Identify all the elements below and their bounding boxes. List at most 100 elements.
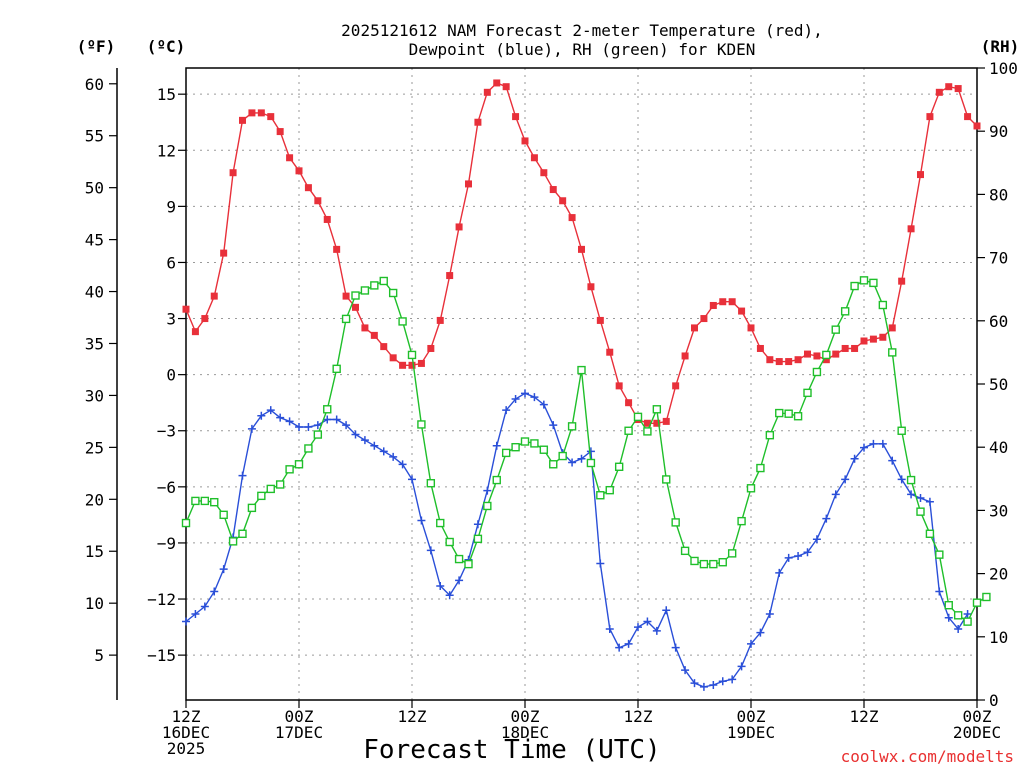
rh-tick-label: 90 [989, 122, 1008, 141]
rh-tick-label: 20 [989, 565, 1008, 584]
rh-point [718, 558, 727, 567]
2-meter-temperature-point [596, 316, 604, 324]
rh-point [746, 484, 756, 493]
rh-point [398, 317, 407, 326]
2-meter-temperature-point [408, 361, 416, 369]
rh-point [360, 286, 370, 295]
dewpoint-point [323, 415, 332, 424]
dewpoint-point [492, 441, 501, 450]
dewpoint-point [963, 609, 972, 618]
rh-point [341, 314, 351, 324]
celsius-tick-label: −9 [157, 534, 176, 553]
dewpoint-point [511, 394, 520, 403]
2-meter-temperature-point [822, 356, 830, 364]
2-meter-temperature-point [653, 419, 661, 427]
dewpoint-point [888, 456, 897, 465]
rh-point [840, 307, 850, 316]
rh-point [784, 409, 793, 418]
fahrenheit-tick-label: 55 [85, 127, 104, 146]
dewpoint-point [709, 681, 718, 690]
dewpoint-point [831, 490, 840, 499]
dewpoint-point [182, 617, 190, 626]
2-meter-temperature-point [352, 303, 359, 311]
dewpoint-point [473, 520, 482, 529]
dewpoint-point [389, 452, 398, 461]
dewpoint-line [185, 392, 969, 688]
rh-point [775, 408, 784, 418]
rh-tick-label: 60 [989, 312, 1008, 331]
dewpoint-point [530, 393, 539, 402]
dewpoint-point [502, 406, 511, 415]
2-meter-temperature-point [907, 225, 915, 233]
dewpoint-point [191, 609, 200, 618]
2-meter-temperature-point [182, 305, 190, 313]
2-meter-temperature-point [530, 154, 538, 162]
dewpoint-point [521, 389, 529, 398]
rh-point [247, 503, 257, 513]
dewpoint-point [370, 441, 379, 450]
rh-point [624, 426, 633, 435]
x-tick-label: 00Z [511, 707, 540, 726]
rh-point [633, 412, 643, 422]
rh-point [313, 430, 323, 439]
dewpoint-point [238, 471, 247, 480]
rh-point [483, 501, 492, 511]
data-series [181, 79, 991, 691]
2-meter-temperature-point [304, 184, 312, 192]
dewpoint-point [586, 447, 595, 456]
fahrenheit-tick-label: 40 [85, 283, 104, 302]
dewpoint-point [812, 535, 821, 544]
2-meter-temperature-point [314, 197, 322, 205]
x-tick-label: 17DEC [275, 723, 323, 742]
x-tick-label: 12Z [172, 707, 201, 726]
fahrenheit-tick-label: 15 [85, 542, 104, 561]
rh-point [614, 462, 624, 471]
dewpoint-point [285, 417, 294, 426]
dewpoint-point [596, 559, 605, 568]
dewpoint-point [398, 460, 407, 469]
rh-point [822, 350, 831, 360]
rh-point [586, 458, 596, 468]
grid-lines [186, 68, 977, 700]
dewpoint-point [643, 617, 652, 626]
2-meter-temperature-point [559, 197, 567, 205]
2-meter-temperature-point [719, 298, 727, 306]
rh-point [944, 601, 953, 610]
dewpoint-point [747, 639, 755, 648]
rh-point [963, 617, 972, 626]
2-meter-temperature-point [267, 113, 275, 121]
2-meter-temperature-point [512, 113, 520, 121]
dewpoint-point [878, 439, 887, 448]
rh-point [756, 463, 765, 473]
dewpoint-point [794, 552, 803, 561]
2-meter-temperature-point [625, 399, 633, 407]
2-meter-temperature-point [239, 116, 246, 124]
2-meter-temperature-point [549, 186, 557, 194]
fahrenheit-unit-label: (ºF) [77, 37, 116, 56]
fahrenheit-tick-label: 45 [85, 231, 104, 250]
2-meter-temperature-point [342, 292, 350, 300]
fahrenheit-tick-label: 50 [85, 179, 104, 198]
x-tick-label: 00Z [963, 707, 992, 726]
celsius-tick-label: −3 [157, 422, 176, 441]
rh-point [709, 559, 718, 569]
2-meter-temperature-point [691, 324, 698, 332]
2-meter-temperature-point [756, 344, 764, 352]
dewpoint-point [841, 475, 850, 484]
rh-point [671, 518, 680, 527]
rh-point [238, 529, 247, 538]
2-meter-temperature-point [766, 356, 774, 364]
dewpoint-point [615, 643, 624, 652]
rh-point [897, 426, 906, 435]
dewpoint-point [539, 400, 548, 409]
rh-point [181, 518, 191, 528]
rh-tick-label: 50 [989, 375, 1008, 394]
rh-tick-label: 40 [989, 438, 1008, 457]
2-meter-temperature-point [276, 128, 284, 136]
dewpoint-point [351, 430, 360, 439]
2-meter-temperature-point [869, 335, 877, 343]
dewpoint-point [257, 411, 266, 420]
2-meter-temperature-point [954, 85, 962, 93]
2-meter-temperature-point [945, 83, 953, 91]
